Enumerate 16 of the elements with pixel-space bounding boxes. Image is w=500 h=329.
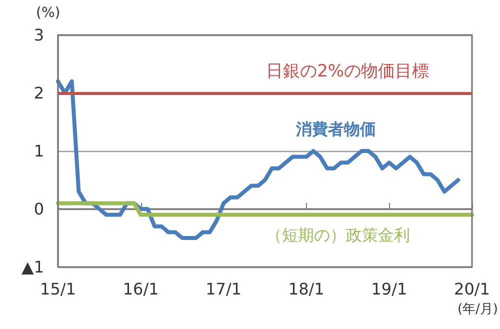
x-tick-label: 19/1 bbox=[371, 280, 408, 298]
y-tick-label: 1 bbox=[34, 142, 44, 160]
x-tick-label: 16/1 bbox=[122, 280, 159, 298]
x-tick-label: 18/1 bbox=[288, 280, 324, 298]
y-tick-label: 0 bbox=[34, 200, 44, 218]
y-tick-label: 2 bbox=[34, 84, 44, 102]
y-tick-label: ▲1 bbox=[22, 258, 44, 276]
ref-line-label: 日銀の2%の物価目標 bbox=[266, 62, 430, 82]
x-axis-title: (年/月) bbox=[457, 302, 498, 317]
series-label: 消費者物価 bbox=[295, 120, 376, 138]
x-tick-label: 15/1 bbox=[40, 280, 76, 298]
x-tick-label: 17/1 bbox=[206, 280, 242, 298]
series-label: （短期の）政策金利 bbox=[266, 225, 410, 244]
y-axis-title: (%) bbox=[36, 5, 60, 21]
y-tick-label: 3 bbox=[34, 26, 44, 44]
x-tick-label: 20/1 bbox=[454, 280, 490, 298]
